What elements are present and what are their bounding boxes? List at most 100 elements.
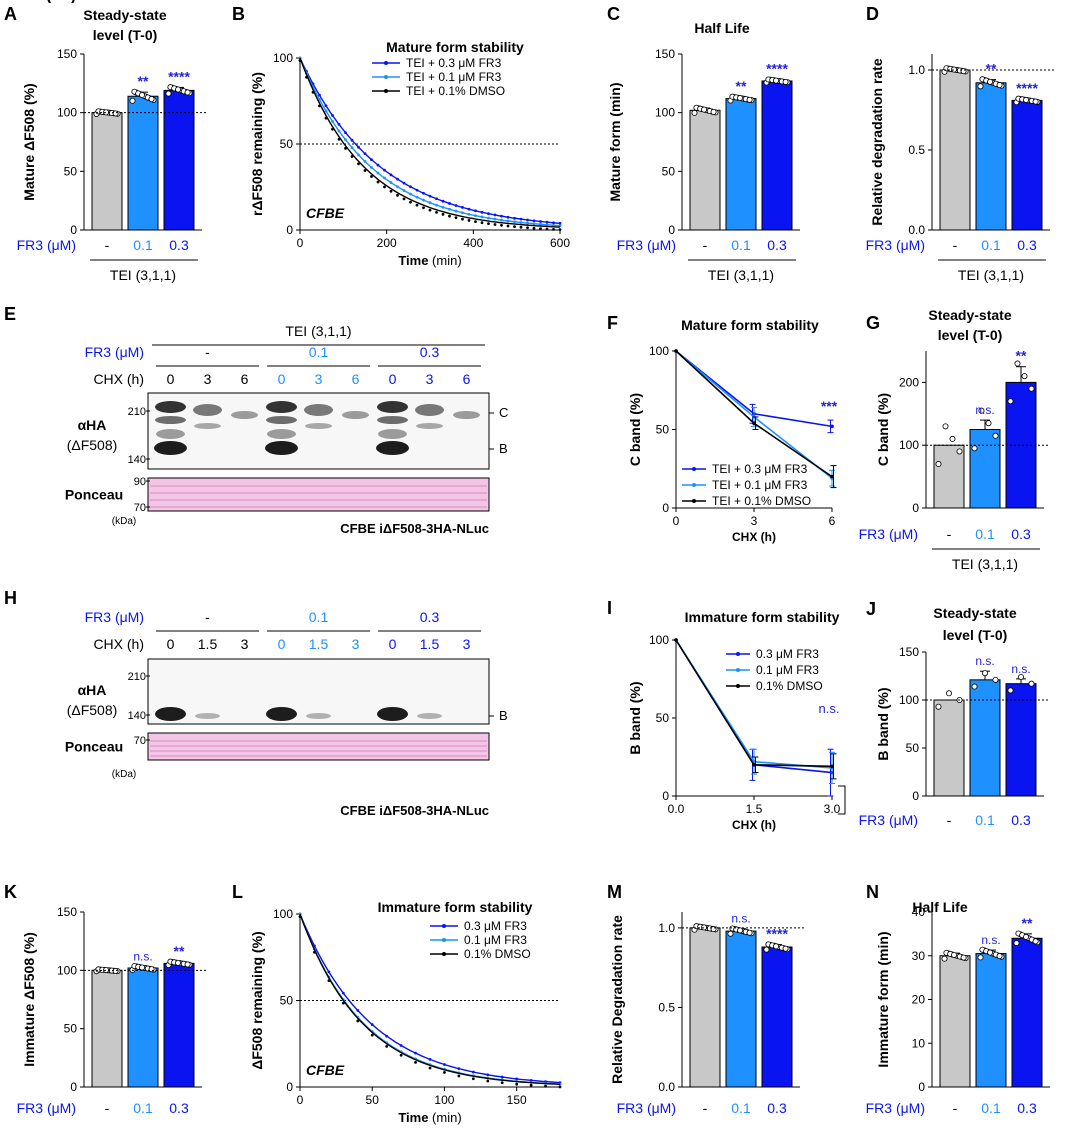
data-point	[474, 214, 477, 218]
data-point	[710, 926, 717, 933]
data-point	[467, 212, 471, 216]
band-label: B	[499, 708, 508, 723]
data-point	[529, 1078, 533, 1082]
chart-title: Steady-state level (T-0)	[0, 0, 76, 3]
panel-I: I Immature form stability B band (%) 0 50 100…	[607, 598, 846, 832]
data-point	[558, 228, 562, 232]
significance-label: n.s.	[133, 949, 152, 963]
data-point	[480, 221, 484, 225]
condition-label: -	[205, 344, 210, 360]
y-axis-label: Mature form (min)	[607, 83, 623, 202]
panel-letter: F	[607, 313, 618, 333]
data-point	[385, 1044, 389, 1048]
data-point	[500, 1081, 504, 1085]
data-point	[370, 166, 373, 169]
y-tick-label: 150	[655, 47, 675, 61]
blot-panel	[147, 658, 490, 725]
antibody-label: αHA	[78, 417, 107, 433]
antibody-sub-label: (ΔF508)	[67, 437, 118, 453]
legend-marker	[442, 938, 446, 942]
data-point	[376, 163, 380, 167]
data-point	[935, 461, 942, 468]
chx-time-label: 3	[241, 636, 249, 652]
legend-marker	[736, 652, 740, 656]
y-tick-label: 50	[662, 164, 676, 178]
fr3-label: FR3 (μM)	[85, 609, 144, 625]
legend-marker	[384, 61, 388, 65]
y-tick-label: 200	[899, 375, 919, 389]
data-point	[532, 219, 536, 223]
data-point	[396, 177, 399, 181]
legend-label: 0.1% DMSO	[464, 947, 531, 961]
data-point	[935, 703, 942, 710]
x-tick-label: 0.3	[767, 1100, 787, 1116]
condition-label: 0.1	[309, 344, 329, 360]
data-point	[344, 138, 347, 142]
data-point	[350, 155, 354, 158]
group-label: TEI (3,1,1)	[110, 267, 176, 283]
y-tick-label: 0	[912, 501, 919, 515]
data-point	[318, 104, 321, 108]
y-tick-label: 100	[57, 106, 77, 120]
data-point	[474, 220, 477, 224]
legend-label: TEI + 0.1% DMSO	[406, 84, 505, 98]
data-point	[737, 95, 744, 102]
data-point	[454, 204, 458, 207]
blot-band	[266, 416, 297, 424]
data-point	[422, 191, 425, 195]
data-point	[376, 171, 380, 175]
data-point	[746, 96, 753, 103]
mw-marker: 140	[128, 710, 146, 722]
y-axis-label: C band (%)	[627, 393, 643, 466]
data-point	[350, 146, 354, 150]
data-point	[383, 176, 386, 180]
data-point	[782, 78, 789, 85]
annotation: CFBE	[306, 1062, 345, 1078]
data-point	[996, 953, 1003, 960]
data-point	[327, 979, 331, 983]
x-tick-label: 6	[829, 514, 836, 528]
y-tick-label: 100	[649, 344, 669, 358]
chart-title: Half Life	[912, 899, 967, 915]
data-point	[515, 1082, 519, 1086]
y-tick-label: 0	[70, 223, 77, 237]
significance-label: **	[1016, 348, 1027, 364]
data-point	[363, 152, 367, 156]
panel-letter: K	[4, 882, 17, 902]
x-tick-label: -	[947, 526, 952, 542]
data-point	[960, 68, 967, 75]
x-tick-label: 600	[550, 236, 570, 250]
data-point	[532, 222, 536, 226]
data-point	[305, 75, 308, 79]
chart-title: level (T-0)	[943, 627, 1008, 643]
ponceau-label: Ponceau	[65, 739, 123, 755]
data-point	[318, 98, 321, 101]
y-tick-label: 50	[906, 741, 920, 755]
data-point	[461, 217, 464, 221]
x-tick-label: -	[703, 1100, 708, 1116]
data-point	[415, 195, 419, 199]
data-point	[356, 1009, 360, 1012]
data-point	[480, 215, 484, 219]
data-point	[331, 114, 334, 117]
data-point	[493, 223, 497, 226]
data-point	[942, 423, 949, 430]
significance-label: ***	[821, 398, 838, 414]
x-tick-label: 0.1	[981, 237, 1001, 253]
data-point	[467, 219, 471, 222]
chx-time-label: 0	[389, 371, 397, 387]
blot-band	[231, 411, 258, 419]
legend-label: TEI + 0.1 μM FR3	[712, 478, 808, 492]
y-tick-label: 0.5	[658, 1000, 675, 1014]
panel-letter: B	[232, 4, 245, 24]
x-tick-label: 0.3	[169, 237, 189, 253]
data-point	[370, 1023, 374, 1026]
bar	[689, 927, 721, 1088]
data-point	[422, 198, 425, 202]
data-point	[363, 160, 367, 163]
y-tick-label: 100	[273, 51, 293, 65]
data-point	[415, 203, 419, 207]
y-tick-label: 0	[912, 789, 919, 803]
data-point	[1023, 96, 1030, 103]
x-axis-label: FR3 (μM)	[866, 1100, 925, 1116]
